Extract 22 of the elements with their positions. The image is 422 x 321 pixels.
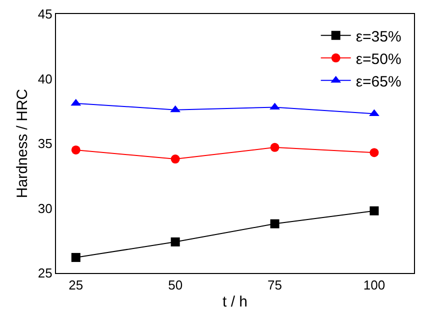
y-tick-label: 40 bbox=[38, 71, 52, 86]
y-tick-label: 35 bbox=[38, 136, 52, 152]
y-tick-label: 45 bbox=[38, 6, 52, 22]
point bbox=[71, 145, 80, 154]
point bbox=[170, 154, 180, 164]
x-tick-label: 75 bbox=[268, 278, 282, 293]
point bbox=[170, 237, 180, 246]
y-tick-label: 30 bbox=[38, 200, 52, 216]
legend-label: ε=50% bbox=[356, 50, 402, 68]
point bbox=[370, 206, 379, 216]
y-axis-title: Hardness / HRC bbox=[14, 88, 32, 198]
x-tick-label: 50 bbox=[168, 278, 183, 293]
point bbox=[270, 142, 280, 152]
legend-label: ε=35% bbox=[356, 28, 402, 46]
legend-label: ε=65% bbox=[356, 73, 402, 90]
y-tick-label: 25 bbox=[38, 266, 52, 281]
point bbox=[71, 252, 80, 262]
point bbox=[270, 219, 280, 228]
x-tick-label: 25 bbox=[68, 278, 84, 293]
x-axis-title: t / h bbox=[222, 294, 248, 311]
point bbox=[370, 148, 379, 158]
x-tick-label: 100 bbox=[363, 278, 386, 293]
